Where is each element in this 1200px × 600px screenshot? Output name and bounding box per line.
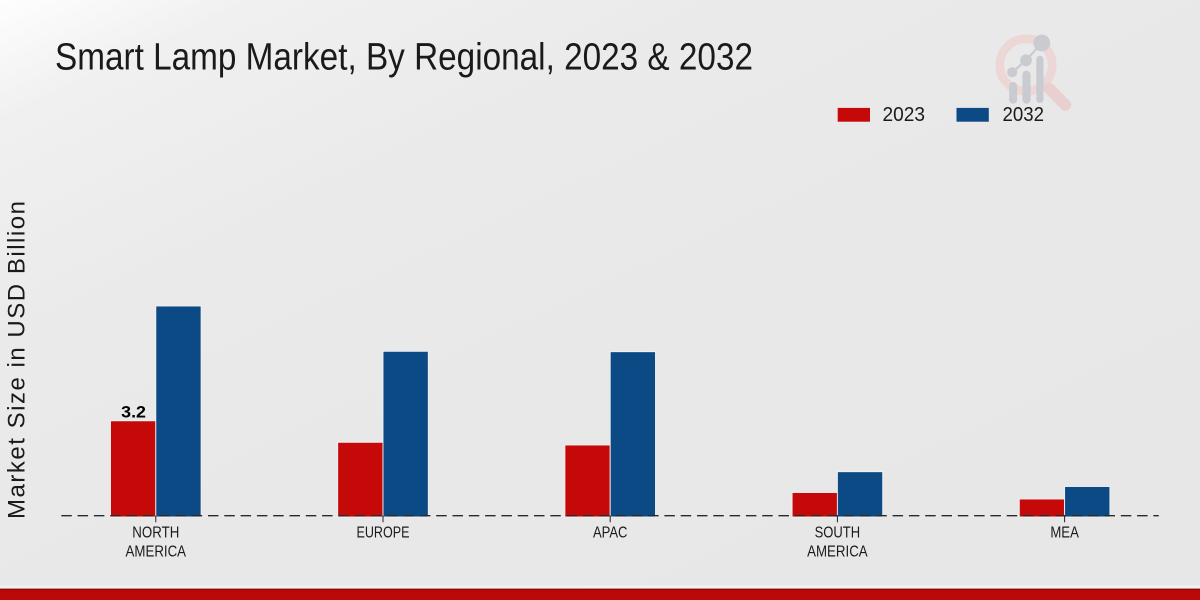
svg-text:2032: 2032 <box>1003 104 1045 126</box>
svg-text:MEA: MEA <box>1050 524 1079 541</box>
svg-text:Smart Lamp Market, By Regional: Smart Lamp Market, By Regional, 2023 & 2… <box>55 37 753 79</box>
svg-text:APAC: APAC <box>593 524 628 541</box>
svg-text:2023: 2023 <box>883 104 926 126</box>
svg-text:3.2: 3.2 <box>121 403 146 422</box>
svg-text:AMERICA: AMERICA <box>807 544 868 561</box>
svg-text:SOUTH: SOUTH <box>815 524 861 541</box>
svg-text:EUROPE: EUROPE <box>357 524 410 541</box>
svg-text:AMERICA: AMERICA <box>126 544 187 561</box>
svg-text:Market Size in USD Billion: Market Size in USD Billion <box>4 201 31 519</box>
svg-text:NORTH: NORTH <box>132 524 179 541</box>
